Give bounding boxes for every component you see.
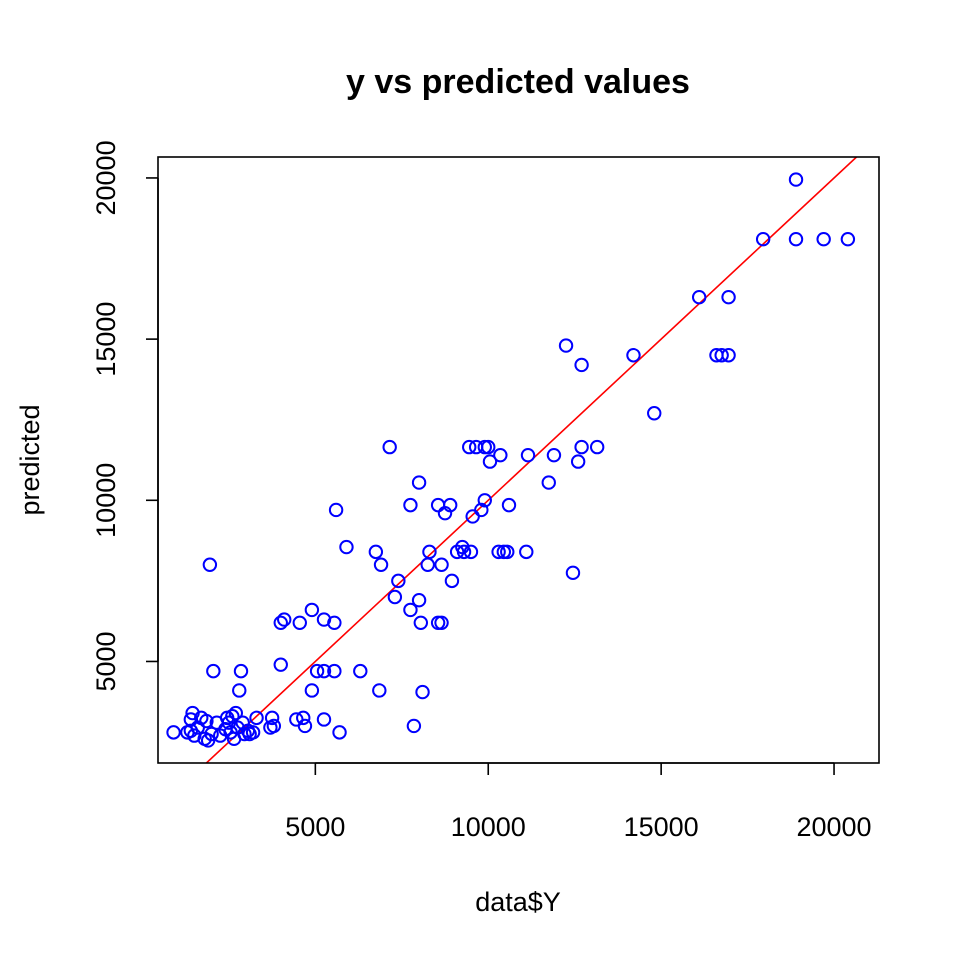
data-point: [434, 557, 449, 572]
data-point: [199, 713, 214, 729]
data-point: [816, 231, 831, 247]
data-point: [415, 684, 430, 700]
data-point: [368, 544, 384, 560]
data-point: [403, 497, 418, 513]
data-point: [788, 172, 804, 187]
data-point: [493, 447, 508, 463]
data-point: [225, 709, 240, 724]
data-point: [249, 710, 264, 726]
x-axis-label: data$Y: [475, 887, 561, 917]
data-point: [233, 663, 249, 679]
data-point: [474, 502, 489, 518]
data-point: [691, 290, 707, 305]
data-point: [500, 544, 515, 560]
data-point: [403, 602, 418, 618]
data-point: [264, 710, 280, 726]
data-point: [456, 544, 472, 560]
data-point: [277, 612, 292, 627]
data-point: [574, 439, 589, 455]
data-point: [391, 573, 406, 589]
data-point: [273, 615, 288, 630]
data-point: [574, 357, 589, 373]
data-point: [481, 439, 496, 455]
data-point: [501, 497, 517, 513]
data-point: [520, 447, 536, 463]
data-point: [444, 573, 460, 589]
x-tick-label: 15000: [624, 812, 699, 842]
data-point: [296, 710, 311, 726]
data-point: [411, 593, 427, 608]
data-point: [327, 615, 342, 630]
data-point: [462, 439, 477, 455]
data-point: [292, 615, 307, 630]
data-point: [714, 348, 729, 363]
y-axis-label: predicted: [15, 404, 45, 515]
data-point: [328, 502, 344, 518]
data-point: [721, 348, 736, 363]
data-point: [647, 406, 662, 421]
data-point: [204, 726, 219, 742]
data-point: [339, 539, 354, 555]
data-point: [273, 657, 288, 672]
data-point: [202, 557, 218, 572]
data-point: [372, 683, 387, 698]
data-point: [382, 439, 397, 455]
plot-area: 5000 10000 15000 20000 5000 10000 15000 20000: [91, 140, 880, 842]
data-point: [304, 683, 320, 698]
data-point: [482, 454, 498, 469]
data-point: [626, 348, 641, 363]
y-tick-label: 20000: [91, 140, 121, 215]
data-point: [166, 725, 181, 740]
data-point: [316, 712, 332, 727]
data-point: [206, 663, 221, 679]
data-point: [353, 663, 368, 679]
x-tick-label: 5000: [285, 812, 345, 842]
data-point: [387, 589, 403, 605]
data-point: [755, 231, 771, 247]
data-point: [411, 475, 427, 490]
data-point: [413, 615, 429, 630]
data-point: [570, 454, 586, 469]
y-tick-label: 10000: [91, 463, 121, 538]
data-point: [245, 725, 261, 740]
data-point: [422, 544, 437, 560]
data-point: [237, 726, 252, 742]
data-point: [477, 493, 492, 508]
data-point: [721, 290, 736, 305]
data-point: [228, 705, 244, 721]
data-point: [327, 663, 342, 679]
data-point: [332, 725, 347, 740]
data-point: [297, 718, 313, 734]
data-point: [519, 544, 534, 560]
data-point: [309, 663, 325, 679]
data-point: [565, 565, 581, 581]
data-point: [589, 439, 605, 455]
data-point: [541, 475, 556, 490]
data-point: [546, 447, 562, 463]
data-point: [304, 602, 320, 618]
data-point: [232, 683, 247, 698]
data-point: [316, 663, 332, 679]
x-tick-label: 20000: [796, 812, 871, 842]
chart-title: y vs predicted values: [346, 63, 690, 101]
data-point: [491, 544, 506, 560]
data-point: [266, 718, 282, 734]
data-point: [443, 497, 458, 513]
data-point: [463, 544, 479, 560]
data-point: [788, 231, 804, 247]
y-tick-label: 5000: [91, 631, 121, 691]
data-point: [840, 231, 856, 247]
x-tick-label: 10000: [451, 812, 526, 842]
data-point: [558, 338, 574, 353]
data-point: [373, 557, 389, 572]
data-point: [434, 615, 449, 630]
y-tick-label: 15000: [91, 302, 121, 377]
data-point: [406, 718, 422, 734]
